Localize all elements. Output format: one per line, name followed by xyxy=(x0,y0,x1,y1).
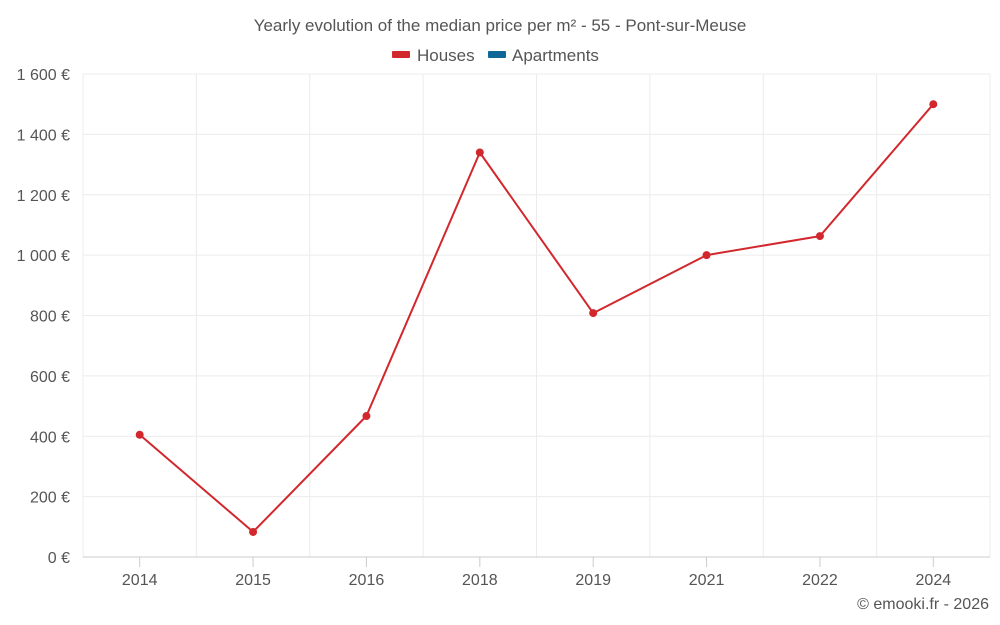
x-tick-label: 2018 xyxy=(462,572,498,589)
data-point-houses[interactable] xyxy=(929,100,938,109)
legend: Houses Apartments xyxy=(392,46,599,65)
data-point-houses[interactable] xyxy=(815,232,824,241)
data-point-houses[interactable] xyxy=(702,251,711,260)
series-houses xyxy=(135,100,938,536)
x-tick-label: 2015 xyxy=(235,572,271,589)
x-tick-label: 2016 xyxy=(349,572,385,589)
y-tick-label: 1 000 € xyxy=(17,248,70,265)
chart-title: Yearly evolution of the median price per… xyxy=(254,16,747,35)
legend-label-apartments: Apartments xyxy=(512,46,599,65)
x-tick-label: 2024 xyxy=(916,572,952,589)
y-tick-label: 1 200 € xyxy=(17,188,70,205)
legend-item-houses[interactable]: Houses xyxy=(392,46,475,65)
x-axis: 2014 2015 2016 2018 2019 2021 2022 2024 xyxy=(83,556,990,589)
y-tick-label: 0 € xyxy=(48,550,70,567)
data-point-houses[interactable] xyxy=(135,430,144,439)
credit-text: © emooki.fr - 2026 xyxy=(857,596,989,613)
data-point-houses[interactable] xyxy=(362,412,371,421)
y-tick-label: 800 € xyxy=(30,309,70,326)
legend-swatch-apartments xyxy=(488,51,506,58)
y-tick-label: 600 € xyxy=(30,369,70,386)
y-tick-label: 1 600 € xyxy=(17,67,70,84)
legend-item-apartments[interactable]: Apartments xyxy=(488,46,599,65)
data-point-houses[interactable] xyxy=(475,148,484,157)
legend-swatch-houses xyxy=(392,51,410,58)
data-point-houses[interactable] xyxy=(589,309,598,318)
series-line-houses xyxy=(139,103,935,533)
y-tick-label: 400 € xyxy=(30,429,70,446)
y-tick-label: 200 € xyxy=(30,490,70,507)
x-tick-label: 2022 xyxy=(802,572,838,589)
data-point-houses[interactable] xyxy=(249,527,258,536)
legend-label-houses: Houses xyxy=(417,46,475,65)
y-tick-label: 1 400 € xyxy=(17,127,70,144)
grid xyxy=(82,73,991,557)
x-tick-label: 2021 xyxy=(689,572,725,589)
x-tick-label: 2014 xyxy=(122,572,158,589)
x-tick-label: 2019 xyxy=(575,572,611,589)
y-axis: 0 € 200 € 400 € 600 € 800 € 1 000 € 1 200 € 1 4… xyxy=(17,67,70,567)
